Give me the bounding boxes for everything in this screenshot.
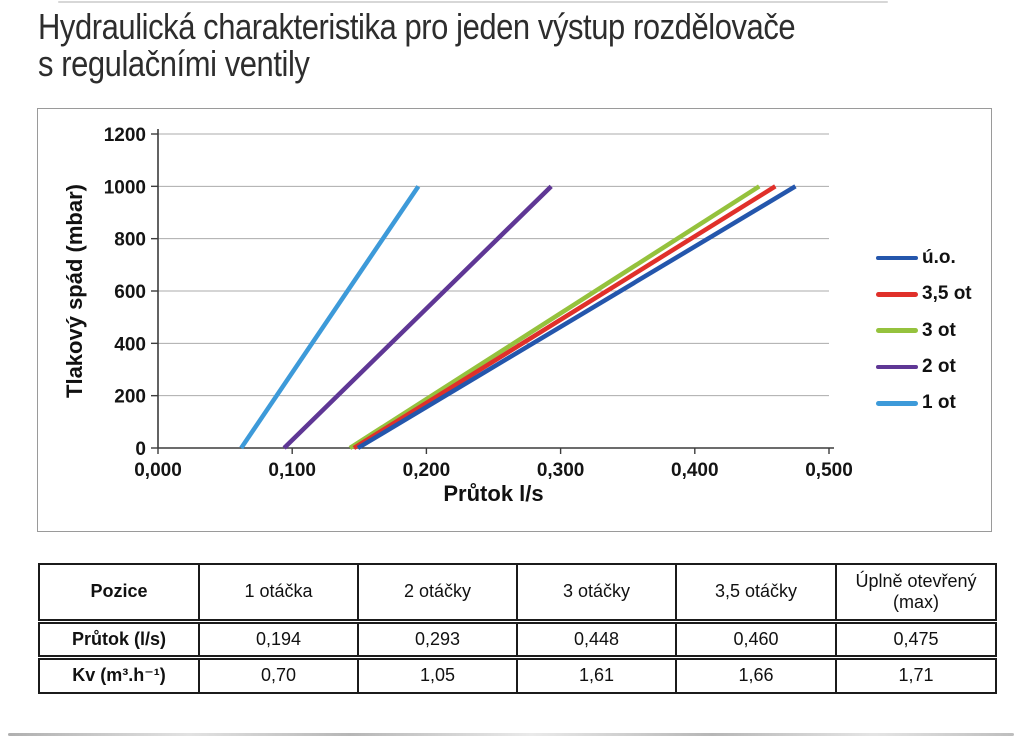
table-header-cell-0: Pozice: [38, 563, 200, 624]
table-cell-1-0: 0,70: [198, 656, 359, 694]
table-row-label-0: Průtok (l/s): [38, 620, 200, 660]
table-cell-0-4: 0,475: [835, 620, 997, 660]
x-axis-title: Průtok l/s: [443, 481, 544, 506]
table-cell-0-2: 0,448: [516, 620, 677, 660]
table-header-cell-5: Úplně otevřený (max): [835, 563, 997, 624]
table-cell-0-0: 0,194: [198, 620, 359, 660]
x-tick-label-3: 0,300: [537, 460, 585, 481]
series-line--o-: [356, 184, 797, 450]
table-row-1: Kv (m³.h⁻¹) 0,70 1,05 1,61 1,66 1,71: [38, 656, 997, 694]
series-line-2-ot: [282, 184, 553, 450]
legend-item-3-5-ot: 3,5 ot: [876, 276, 972, 312]
table-cell-1-4: 1,71: [835, 656, 997, 694]
y-tick-label-600: 600: [114, 282, 146, 303]
legend-item--o-: ú.o.: [876, 240, 972, 276]
legend-swatch-icon: [876, 401, 918, 406]
x-tick-label-4: 0,400: [671, 460, 719, 481]
scan-artifact-bottom: [8, 733, 1014, 736]
x-tick-label-2: 0,200: [403, 460, 451, 481]
legend-item-3-ot: 3 ot: [876, 313, 972, 349]
page-title-line2: s regulačními ventily: [38, 43, 310, 84]
table-row-0: Průtok (l/s) 0,194 0,293 0,448 0,460 0,475: [38, 620, 997, 660]
legend-swatch-icon: [876, 255, 918, 261]
legend-label: 1 ot: [922, 392, 956, 414]
table-header-cell-3: 3 otáčky: [516, 563, 677, 624]
x-tick-label-5: 0,500: [805, 460, 853, 481]
y-tick-label-800: 800: [114, 230, 146, 251]
page-title-line1: Hydraulická charakteristika pro jeden vý…: [38, 6, 796, 47]
y-tick-label-400: 400: [114, 334, 146, 355]
series-line-3-5-ot: [352, 184, 777, 450]
legend-swatch-icon: [876, 364, 918, 370]
chart-plot-area: 0 200 400 600 800 1000 1200 0,000 0,100 0,200 0,30…: [104, 125, 853, 481]
results-table: Pozice 1 otáčka 2 otáčky 3 otáčky 3,5 otáčky…: [38, 563, 997, 694]
legend-label: 3 ot: [922, 319, 956, 341]
x-tick-label-1: 0,100: [268, 460, 316, 481]
table-header-cell-1: 1 otáčka: [198, 563, 359, 624]
page-title: Hydraulická charakteristika pro jeden vý…: [38, 6, 796, 84]
legend-item-1-ot: 1 ot: [876, 385, 972, 421]
legend-swatch-icon: [876, 292, 918, 297]
chart: 0 200 400 600 800 1000 1200 0,000 0,100 0,200 0,30…: [37, 108, 992, 532]
legend-label: 3,5 ot: [922, 283, 972, 305]
y-tick-label-1200: 1200: [104, 125, 146, 146]
series-line-3-ot: [348, 184, 761, 450]
table-cell-1-2: 1,61: [516, 656, 677, 694]
table-header-row: Pozice 1 otáčka 2 otáčky 3 otáčky 3,5 otáčky…: [38, 563, 997, 624]
table-cell-1-3: 1,66: [675, 656, 837, 694]
legend-item-2-ot: 2 ot: [876, 349, 972, 385]
table-cell-0-3: 0,460: [675, 620, 837, 660]
chart-legend: ú.o. 3,5 ot 3 ot 2 ot 1 ot: [876, 240, 972, 421]
y-tick-label-0: 0: [135, 439, 146, 460]
table-header-cell-4: 3,5 otáčky: [675, 563, 837, 624]
legend-label: ú.o.: [922, 247, 956, 269]
legend-swatch-icon: [876, 328, 918, 333]
y-axis-title-text: Tlakový spád (mbar): [62, 184, 87, 398]
y-tick-label-1000: 1000: [104, 177, 146, 198]
x-tick-label-0: 0,000: [134, 460, 182, 481]
table-header-cell-2: 2 otáčky: [357, 563, 518, 624]
table-cell-1-1: 1,05: [357, 656, 518, 694]
legend-label: 2 ot: [922, 356, 956, 378]
scan-artifact-top: [58, 1, 888, 3]
series-line-1-ot: [239, 185, 421, 450]
table-cell-0-1: 0,293: [357, 620, 518, 660]
y-tick-label-200: 200: [114, 387, 146, 408]
table-row-label-1: Kv (m³.h⁻¹): [38, 656, 200, 694]
